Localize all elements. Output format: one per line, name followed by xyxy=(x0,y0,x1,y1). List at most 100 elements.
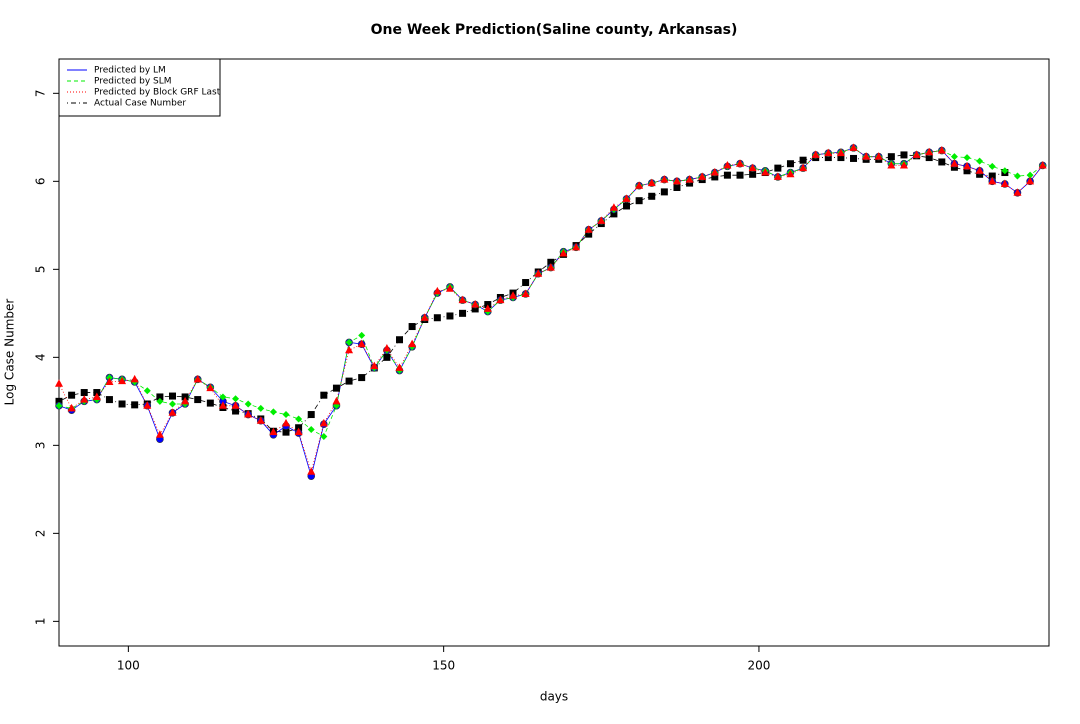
point xyxy=(736,159,745,167)
point xyxy=(169,400,177,408)
point xyxy=(319,418,328,427)
point xyxy=(509,291,518,299)
point xyxy=(937,146,946,154)
point xyxy=(874,152,883,160)
point xyxy=(307,467,316,475)
point xyxy=(546,263,555,271)
point xyxy=(559,248,568,257)
point xyxy=(307,426,315,434)
point xyxy=(244,410,253,418)
plot-frame xyxy=(58,58,1050,647)
point xyxy=(332,384,340,392)
point xyxy=(358,374,366,382)
point xyxy=(471,305,479,313)
point xyxy=(963,167,971,175)
point xyxy=(648,192,656,200)
point xyxy=(395,363,404,371)
x-tick-label: 200 xyxy=(747,659,770,673)
point xyxy=(609,203,618,211)
point xyxy=(68,391,76,399)
point xyxy=(345,338,353,346)
y-tick-label: 6 xyxy=(34,178,48,186)
point xyxy=(900,151,908,159)
point xyxy=(761,168,770,176)
point xyxy=(862,152,871,160)
point xyxy=(723,160,732,169)
point xyxy=(672,176,681,185)
point xyxy=(887,153,895,161)
point xyxy=(850,154,858,162)
point xyxy=(685,175,694,183)
point xyxy=(408,323,416,331)
point xyxy=(1026,171,1034,179)
point xyxy=(80,395,89,403)
point xyxy=(748,163,757,172)
point xyxy=(610,210,618,218)
point xyxy=(169,392,177,400)
legend-label: Predicted by Block GRF Last xyxy=(94,88,221,98)
point xyxy=(332,396,341,405)
point xyxy=(130,374,139,383)
point xyxy=(156,397,164,405)
series-line xyxy=(58,147,1044,474)
point xyxy=(774,164,782,172)
point xyxy=(307,411,315,419)
point xyxy=(231,401,240,409)
point xyxy=(597,216,606,224)
point xyxy=(345,345,354,354)
point xyxy=(206,399,214,407)
point xyxy=(786,160,794,168)
point xyxy=(143,387,151,395)
point xyxy=(232,407,240,415)
point xyxy=(219,393,227,401)
point xyxy=(105,396,113,404)
point xyxy=(67,403,76,412)
point xyxy=(471,300,480,308)
point xyxy=(673,183,681,191)
point xyxy=(269,408,277,416)
point xyxy=(976,157,984,165)
point xyxy=(988,172,996,180)
point xyxy=(446,312,454,320)
point xyxy=(382,344,391,352)
point xyxy=(155,430,164,438)
point xyxy=(521,289,530,297)
y-tick-label: 2 xyxy=(34,530,48,538)
point xyxy=(433,314,441,322)
point xyxy=(988,162,996,170)
y-tick-label: 3 xyxy=(34,442,48,450)
point xyxy=(282,411,290,419)
point xyxy=(55,397,63,405)
legend-label: Predicted by SLM xyxy=(94,77,172,87)
point xyxy=(950,153,958,161)
point xyxy=(445,284,454,292)
point xyxy=(105,377,114,385)
point xyxy=(232,395,240,403)
point xyxy=(660,175,669,183)
point xyxy=(80,389,88,397)
point xyxy=(257,404,265,412)
legend-label: Predicted by LM xyxy=(94,66,166,76)
point xyxy=(963,161,972,170)
point xyxy=(282,428,290,436)
point xyxy=(773,172,782,180)
point xyxy=(459,309,467,317)
point xyxy=(899,160,908,169)
point xyxy=(408,339,417,348)
point xyxy=(824,148,833,157)
point xyxy=(635,197,643,205)
point xyxy=(55,379,63,387)
point xyxy=(458,295,467,304)
y-tick-label: 5 xyxy=(34,266,48,274)
point xyxy=(963,154,971,162)
point xyxy=(938,158,946,166)
point xyxy=(433,286,442,295)
point xyxy=(483,304,492,312)
point xyxy=(383,353,391,361)
x-tick-label: 100 xyxy=(117,659,140,673)
point xyxy=(547,258,555,266)
point xyxy=(181,396,190,405)
y-tick-label: 1 xyxy=(34,618,48,626)
point xyxy=(1000,179,1009,187)
point xyxy=(420,313,429,321)
